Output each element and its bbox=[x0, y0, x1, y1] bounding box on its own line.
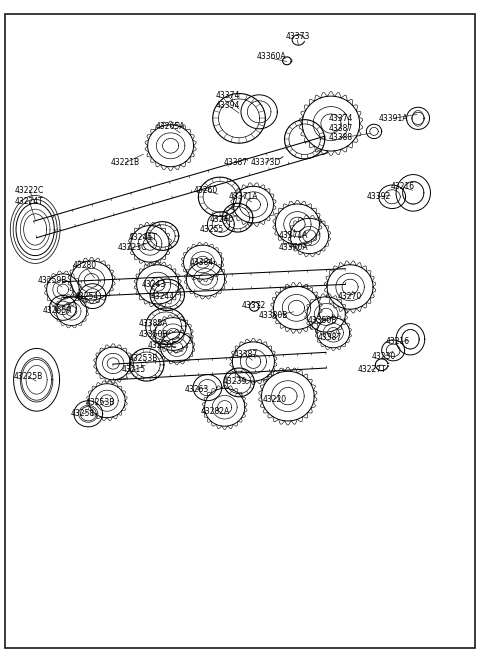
Text: 43244: 43244 bbox=[150, 291, 175, 301]
Text: 43373: 43373 bbox=[285, 32, 310, 41]
Text: 43253B: 43253B bbox=[85, 398, 115, 407]
Text: 43253B: 43253B bbox=[129, 354, 158, 364]
Text: 43350B: 43350B bbox=[308, 316, 337, 326]
Text: 43245T: 43245T bbox=[129, 233, 158, 242]
Text: 43215: 43215 bbox=[122, 365, 146, 375]
Text: 43374: 43374 bbox=[328, 114, 353, 123]
Text: 43239: 43239 bbox=[222, 377, 246, 386]
Text: 43371A: 43371A bbox=[279, 231, 308, 240]
Text: 43380B: 43380B bbox=[259, 311, 288, 320]
Text: 43282A: 43282A bbox=[201, 407, 230, 416]
Text: 43250C: 43250C bbox=[148, 341, 177, 350]
Text: 43230: 43230 bbox=[372, 352, 396, 362]
Text: 43391A: 43391A bbox=[378, 114, 408, 123]
Text: 43254: 43254 bbox=[75, 291, 99, 301]
Text: 43220: 43220 bbox=[263, 395, 287, 404]
Text: 43374: 43374 bbox=[216, 91, 240, 100]
Text: 43260: 43260 bbox=[193, 186, 217, 195]
Text: 43387: 43387 bbox=[224, 159, 248, 167]
Text: 43255: 43255 bbox=[199, 225, 223, 234]
Text: 43265A: 43265A bbox=[42, 306, 72, 315]
Text: 43360A: 43360A bbox=[256, 52, 286, 61]
Text: 43350B: 43350B bbox=[138, 329, 168, 339]
Text: 43221B: 43221B bbox=[110, 159, 140, 167]
Text: 43384: 43384 bbox=[190, 257, 214, 267]
Text: 43373D: 43373D bbox=[250, 159, 280, 167]
Text: 43224T: 43224T bbox=[15, 197, 44, 206]
Text: 43222C: 43222C bbox=[15, 186, 44, 195]
Text: 43216: 43216 bbox=[386, 337, 410, 346]
Text: 43216: 43216 bbox=[391, 183, 415, 191]
Text: 43392: 43392 bbox=[367, 193, 391, 201]
Text: 43387: 43387 bbox=[234, 350, 258, 360]
Text: 43258: 43258 bbox=[71, 409, 95, 419]
Text: 43370A: 43370A bbox=[279, 243, 309, 252]
Text: 43265A: 43265A bbox=[156, 122, 185, 131]
Text: 43385A: 43385A bbox=[138, 319, 168, 328]
Text: 43223C: 43223C bbox=[118, 243, 147, 252]
Text: 43243: 43243 bbox=[142, 280, 166, 289]
Text: 43372: 43372 bbox=[241, 301, 265, 310]
Text: 43263: 43263 bbox=[185, 385, 209, 394]
Text: 43280: 43280 bbox=[72, 261, 96, 270]
Text: 43387: 43387 bbox=[328, 124, 353, 133]
Text: 43240: 43240 bbox=[210, 215, 234, 224]
Text: 43394: 43394 bbox=[216, 101, 240, 110]
Text: 43259B: 43259B bbox=[38, 276, 67, 285]
Text: 43388: 43388 bbox=[328, 134, 353, 142]
Text: 43227T: 43227T bbox=[357, 365, 386, 375]
Text: 43371A: 43371A bbox=[229, 193, 259, 201]
Text: 43387: 43387 bbox=[318, 333, 342, 342]
Text: 43270: 43270 bbox=[338, 291, 362, 301]
Text: 43225B: 43225B bbox=[14, 372, 43, 381]
